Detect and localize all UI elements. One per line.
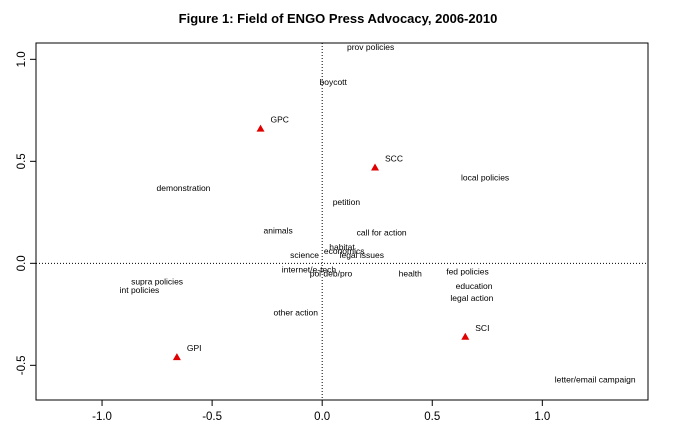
point-label: legal action bbox=[450, 293, 493, 303]
point-label: internet/e-tech bbox=[282, 264, 337, 274]
x-tick-label: 1.0 bbox=[534, 411, 550, 423]
marker-points bbox=[172, 124, 470, 361]
point-label: pol deb/pro bbox=[310, 269, 353, 279]
point-label: GPI bbox=[187, 343, 202, 353]
reference-lines bbox=[36, 43, 648, 400]
point-label: economics bbox=[324, 246, 365, 256]
point-label: animals bbox=[264, 226, 293, 236]
point-label: int policies bbox=[120, 285, 160, 295]
point-label: supra policies bbox=[131, 277, 183, 287]
y-axis: -0.5 0.0 0.5 1.0 bbox=[16, 51, 36, 375]
marker-sci bbox=[461, 332, 470, 340]
point-label: GPC bbox=[271, 115, 289, 125]
x-tick-label: 0.0 bbox=[314, 411, 330, 423]
y-tick-label: 0.5 bbox=[16, 153, 28, 169]
point-label: petition bbox=[333, 197, 361, 207]
point-label: habitat bbox=[329, 242, 355, 252]
marker-scc bbox=[371, 163, 380, 171]
point-label: education bbox=[456, 281, 493, 291]
point-label: call for action bbox=[357, 228, 407, 238]
plot-frame bbox=[35, 42, 649, 401]
x-axis: -1.0 -0.5 0.0 0.5 1.0 bbox=[92, 400, 550, 423]
point-label: boycott bbox=[319, 77, 347, 87]
x-tick-label: 0.5 bbox=[424, 411, 440, 423]
marker-gpc bbox=[256, 124, 265, 132]
marker-gpi bbox=[172, 353, 181, 361]
point-label: demonstration bbox=[157, 183, 211, 193]
y-tick-label: -0.5 bbox=[16, 355, 28, 375]
point-label: SCI bbox=[475, 323, 489, 333]
point-label: other action bbox=[274, 307, 319, 317]
y-tick-label: 0.0 bbox=[16, 255, 28, 271]
x-tick-label: -1.0 bbox=[92, 411, 112, 423]
point-labels: GPC SCC SCI GPI prov policies boycott local po… bbox=[120, 42, 636, 385]
point-label: health bbox=[399, 269, 422, 279]
point-label: SCC bbox=[385, 153, 403, 163]
point-label: science bbox=[290, 250, 319, 260]
point-label: legal issues bbox=[340, 250, 384, 260]
chart-title: Figure 1: Field of ENGO Press Advocacy, … bbox=[179, 11, 498, 26]
point-label: local policies bbox=[461, 173, 509, 183]
point-label: prov policies bbox=[347, 42, 394, 52]
y-tick-label: 1.0 bbox=[16, 51, 28, 67]
x-tick-label: -0.5 bbox=[202, 411, 222, 423]
point-label: letter/email campaign bbox=[555, 375, 636, 385]
point-label: fed policies bbox=[446, 266, 489, 276]
